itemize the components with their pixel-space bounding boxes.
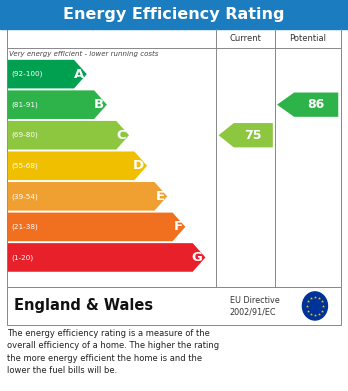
Text: (92-100): (92-100) — [12, 71, 43, 77]
Text: (1-20): (1-20) — [12, 254, 34, 261]
Text: (69-80): (69-80) — [12, 132, 39, 138]
Text: Potential: Potential — [290, 34, 326, 43]
Polygon shape — [8, 121, 129, 149]
Polygon shape — [8, 182, 167, 211]
Text: Current: Current — [229, 34, 261, 43]
Polygon shape — [219, 123, 273, 147]
Text: EU Directive
2002/91/EC: EU Directive 2002/91/EC — [230, 296, 279, 316]
Polygon shape — [277, 93, 338, 117]
Text: F: F — [173, 221, 183, 233]
Text: (81-91): (81-91) — [12, 101, 39, 108]
Text: E: E — [155, 190, 165, 203]
Bar — [7, 287, 341, 325]
Text: Very energy efficient - lower running costs: Very energy efficient - lower running co… — [9, 51, 159, 57]
Text: A: A — [74, 68, 84, 81]
Text: Energy Efficiency Rating: Energy Efficiency Rating — [63, 7, 285, 22]
Text: D: D — [133, 159, 144, 172]
Circle shape — [302, 292, 327, 320]
Bar — [7, 29, 341, 287]
Polygon shape — [8, 90, 107, 119]
Text: 86: 86 — [308, 98, 325, 111]
Text: G: G — [192, 251, 203, 264]
Text: (39-54): (39-54) — [12, 193, 39, 199]
Text: The energy efficiency rating is a measure of the
overall efficiency of a home. T: The energy efficiency rating is a measur… — [7, 329, 219, 375]
Polygon shape — [8, 243, 205, 272]
Text: 75: 75 — [245, 129, 262, 142]
Bar — [0, 0, 348, 29]
Text: (21-38): (21-38) — [12, 224, 39, 230]
Polygon shape — [8, 60, 87, 88]
Text: B: B — [94, 98, 104, 111]
Text: England & Wales: England & Wales — [14, 298, 153, 314]
Polygon shape — [8, 151, 147, 180]
Polygon shape — [8, 213, 185, 241]
Text: C: C — [117, 129, 126, 142]
Text: Not energy efficient - higher running costs: Not energy efficient - higher running co… — [9, 264, 159, 271]
Text: (55-68): (55-68) — [12, 163, 39, 169]
